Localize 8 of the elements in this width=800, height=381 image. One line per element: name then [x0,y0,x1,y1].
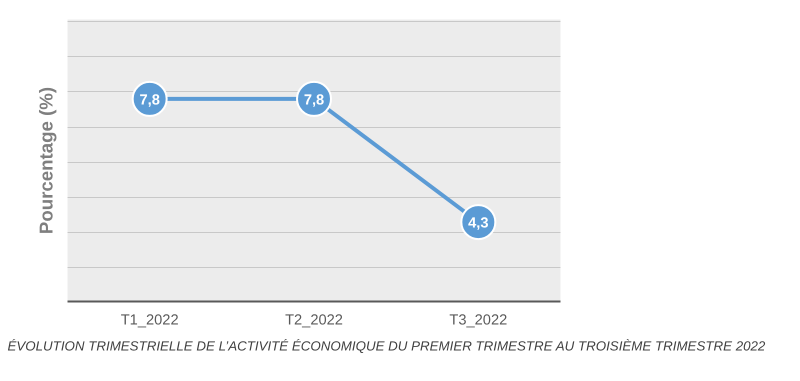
y-axis-title: Pourcentage (%) [36,86,56,234]
data-label: 4,3 [468,216,489,232]
data-label: 7,8 [139,92,160,108]
x-tick-label: T1_2022 [120,312,179,328]
data-label: 7,8 [304,92,324,108]
x-tick-label: T3_2022 [449,312,508,328]
x-tick-label: T2_2022 [285,312,343,328]
text: ÉVOLUTION TRIMESTRIELLE DE L’ACTIVITÉ ÉCONOMIQUE DU PREMIER TRIMESTRE AU TROISIÈME TRIMESTRE 2022 [8,338,766,354]
